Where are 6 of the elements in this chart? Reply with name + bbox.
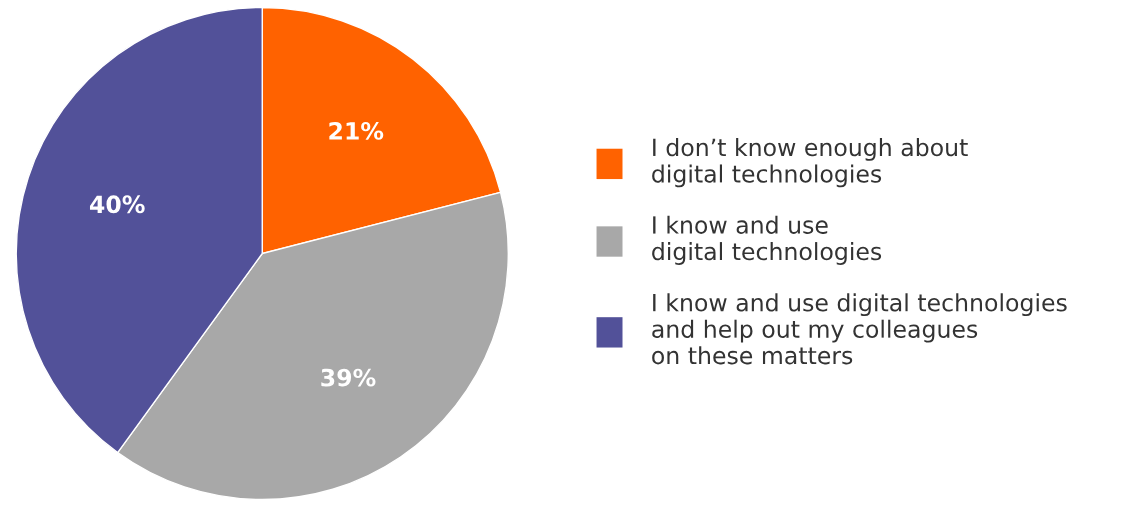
data-label: 21%: [329, 121, 384, 140]
legend-label: I don’t know enough about digital technologies: [652, 138, 968, 188]
data-label: 39%: [321, 368, 376, 387]
legend-label: I know and use digital technologies: [652, 215, 882, 265]
legend-label: I know and use digital technologies and help out my colleagues on these matters: [652, 293, 1067, 365]
data-label: 40%: [89, 195, 145, 214]
